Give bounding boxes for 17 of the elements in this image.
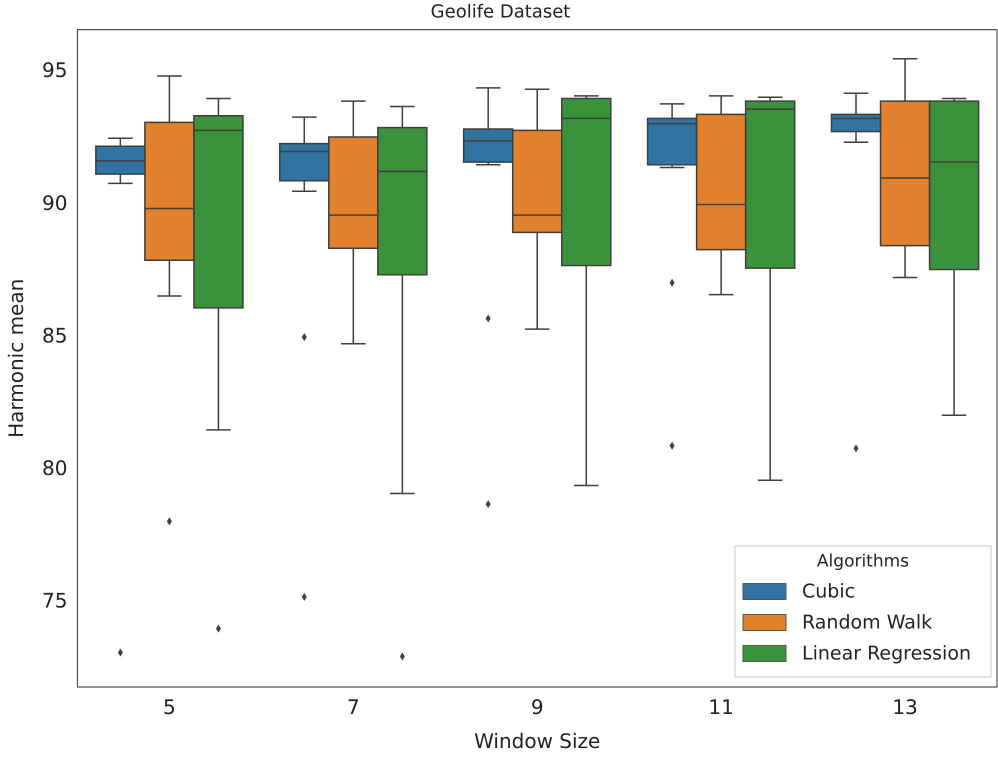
x-tick-label: 7 <box>346 695 360 720</box>
y-tick-label: 80 <box>42 456 68 480</box>
legend-label: Cubic <box>802 580 856 602</box>
chart-title: Geolife Dataset <box>430 1 570 22</box>
x-tick-label: 13 <box>892 695 918 720</box>
y-axis-title: Harmonic mean <box>4 278 28 438</box>
y-tick-label: 90 <box>42 190 68 215</box>
legend-label: Linear Regression <box>802 642 971 664</box>
x-tick-label: 5 <box>163 695 176 720</box>
y-tick-label: 75 <box>42 588 68 612</box>
legend-label: Random Walk <box>802 611 932 634</box>
x-tick-label: 9 <box>530 695 544 720</box>
y-tick-label: 85 <box>42 323 68 348</box>
legend-title: Algorithms <box>816 551 910 572</box>
y-tick-label: 95 <box>42 58 68 82</box>
x-axis-title: Window Size <box>474 729 600 754</box>
x-tick-label: 11 <box>708 695 734 720</box>
